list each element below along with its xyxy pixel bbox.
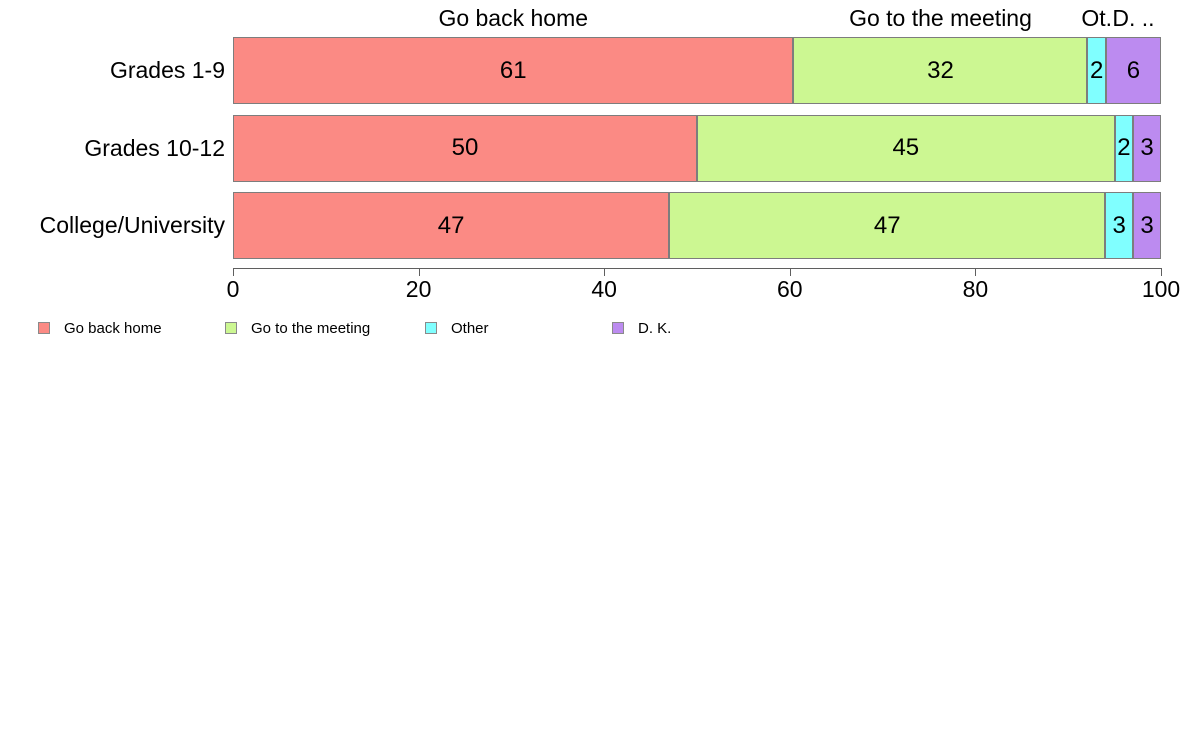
bar-segment: 2 xyxy=(1087,37,1106,104)
legend-label: Go to the meeting xyxy=(251,319,371,337)
x-axis-tick-label: 0 xyxy=(226,276,240,302)
column-header: Ot. xyxy=(1081,5,1113,31)
x-axis-tick-label: 60 xyxy=(777,276,803,302)
legend-item: D. K. xyxy=(612,319,672,337)
x-axis-line xyxy=(233,268,1161,269)
segment-value: 47 xyxy=(873,211,901,239)
column-header: Go back home xyxy=(438,5,589,31)
legend-label: Other xyxy=(451,319,489,337)
legend-item: Other xyxy=(425,319,489,337)
segment-value: 50 xyxy=(451,134,479,161)
bar-segment: 2 xyxy=(1114,114,1134,182)
segment-value: 45 xyxy=(892,134,920,161)
x-axis-tick xyxy=(233,268,234,276)
segment-value: 6 xyxy=(1126,56,1141,84)
column-header: D. .. xyxy=(1112,5,1155,31)
category-label: Grades 10-12 xyxy=(84,134,225,161)
legend-label: Go back home xyxy=(64,319,162,337)
segment-value: 2 xyxy=(1089,56,1104,84)
legend-label: D. K. xyxy=(638,319,672,337)
bar-segment: 47 xyxy=(233,192,670,259)
segment-value: 32 xyxy=(927,56,954,84)
bar-segment: 61 xyxy=(233,37,794,104)
segment-value: 2 xyxy=(1117,134,1131,161)
segment-value: 3 xyxy=(1112,211,1126,239)
segment-value: 3 xyxy=(1140,211,1154,239)
category-label: College/University xyxy=(39,212,225,238)
x-axis-tick xyxy=(975,268,977,276)
legend-item: Go to the meeting xyxy=(225,319,371,337)
segment-value: 47 xyxy=(437,211,465,239)
legend-item: Go back home xyxy=(38,319,162,337)
bar-segment: 3 xyxy=(1133,192,1161,259)
legend-swatch xyxy=(612,322,624,334)
category-label: Grades 1-9 xyxy=(109,57,225,83)
x-axis-tick xyxy=(1161,268,1162,276)
legend-swatch xyxy=(225,322,237,334)
x-axis-tick-label: 40 xyxy=(591,276,617,302)
column-header: Go to the meeting xyxy=(849,5,1032,31)
bar-row: 47 47 3 3 xyxy=(233,192,1161,259)
segment-value: 61 xyxy=(499,56,527,84)
x-axis-tick xyxy=(604,268,606,276)
bar-segment: 45 xyxy=(697,114,1115,182)
legend-swatch xyxy=(38,322,50,334)
bar-segment: 3 xyxy=(1105,192,1134,259)
bar-row: 50 45 2 3 xyxy=(233,114,1161,182)
x-axis-tick xyxy=(418,268,420,276)
bar-segment: 47 xyxy=(669,192,1106,259)
x-axis-tick xyxy=(789,268,791,276)
legend-swatch xyxy=(425,322,437,334)
bar-segment: 50 xyxy=(233,114,697,182)
bar-segment: 6 xyxy=(1105,37,1161,104)
bar-row: 61 32 2 6 xyxy=(233,37,1161,104)
segment-value: 3 xyxy=(1140,134,1154,161)
bar-segment: 32 xyxy=(793,37,1088,104)
x-axis-tick-label: 20 xyxy=(405,276,432,302)
bar-segment: 3 xyxy=(1133,114,1161,182)
x-axis-tick-label: 100 xyxy=(1141,276,1181,302)
x-axis-tick-label: 80 xyxy=(962,276,989,302)
